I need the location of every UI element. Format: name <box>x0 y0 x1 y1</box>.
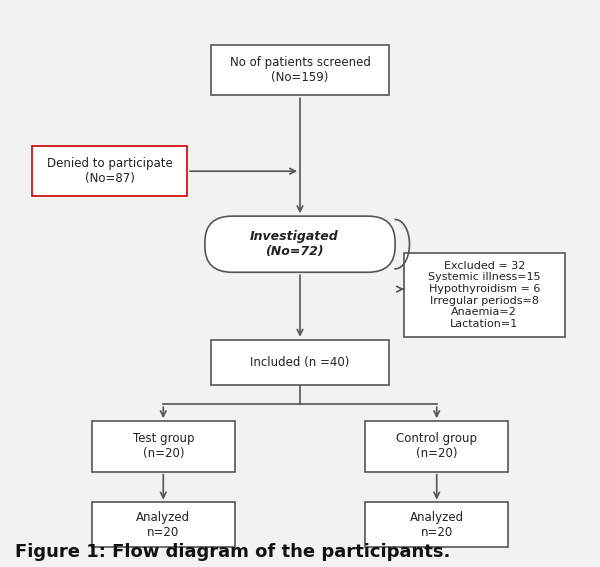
FancyBboxPatch shape <box>205 216 395 272</box>
Text: Excluded = 32
Systemic illness=15
Hypothyroidism = 6
Irregular periods=8
Anaemia: Excluded = 32 Systemic illness=15 Hypoth… <box>428 261 541 329</box>
FancyBboxPatch shape <box>365 421 508 472</box>
Text: Test group
(n=20): Test group (n=20) <box>133 432 194 460</box>
FancyBboxPatch shape <box>365 502 508 547</box>
FancyBboxPatch shape <box>211 340 389 384</box>
FancyBboxPatch shape <box>211 45 389 95</box>
FancyBboxPatch shape <box>92 502 235 547</box>
FancyBboxPatch shape <box>32 146 187 197</box>
Text: Included (n =40): Included (n =40) <box>250 356 350 369</box>
Text: Analyzed
n=20: Analyzed n=20 <box>136 511 190 539</box>
FancyBboxPatch shape <box>404 253 565 337</box>
Text: Denied to participate
(No=87): Denied to participate (No=87) <box>47 157 173 185</box>
Text: Figure 1: Flow diagram of the participants.: Figure 1: Flow diagram of the participan… <box>14 543 450 561</box>
Text: Analyzed
n=20: Analyzed n=20 <box>410 511 464 539</box>
Text: No of patients screened
(No=159): No of patients screened (No=159) <box>230 56 370 84</box>
FancyBboxPatch shape <box>92 421 235 472</box>
Text: Investigated
(No=72): Investigated (No=72) <box>250 230 338 258</box>
Text: Control group
(n=20): Control group (n=20) <box>396 432 477 460</box>
